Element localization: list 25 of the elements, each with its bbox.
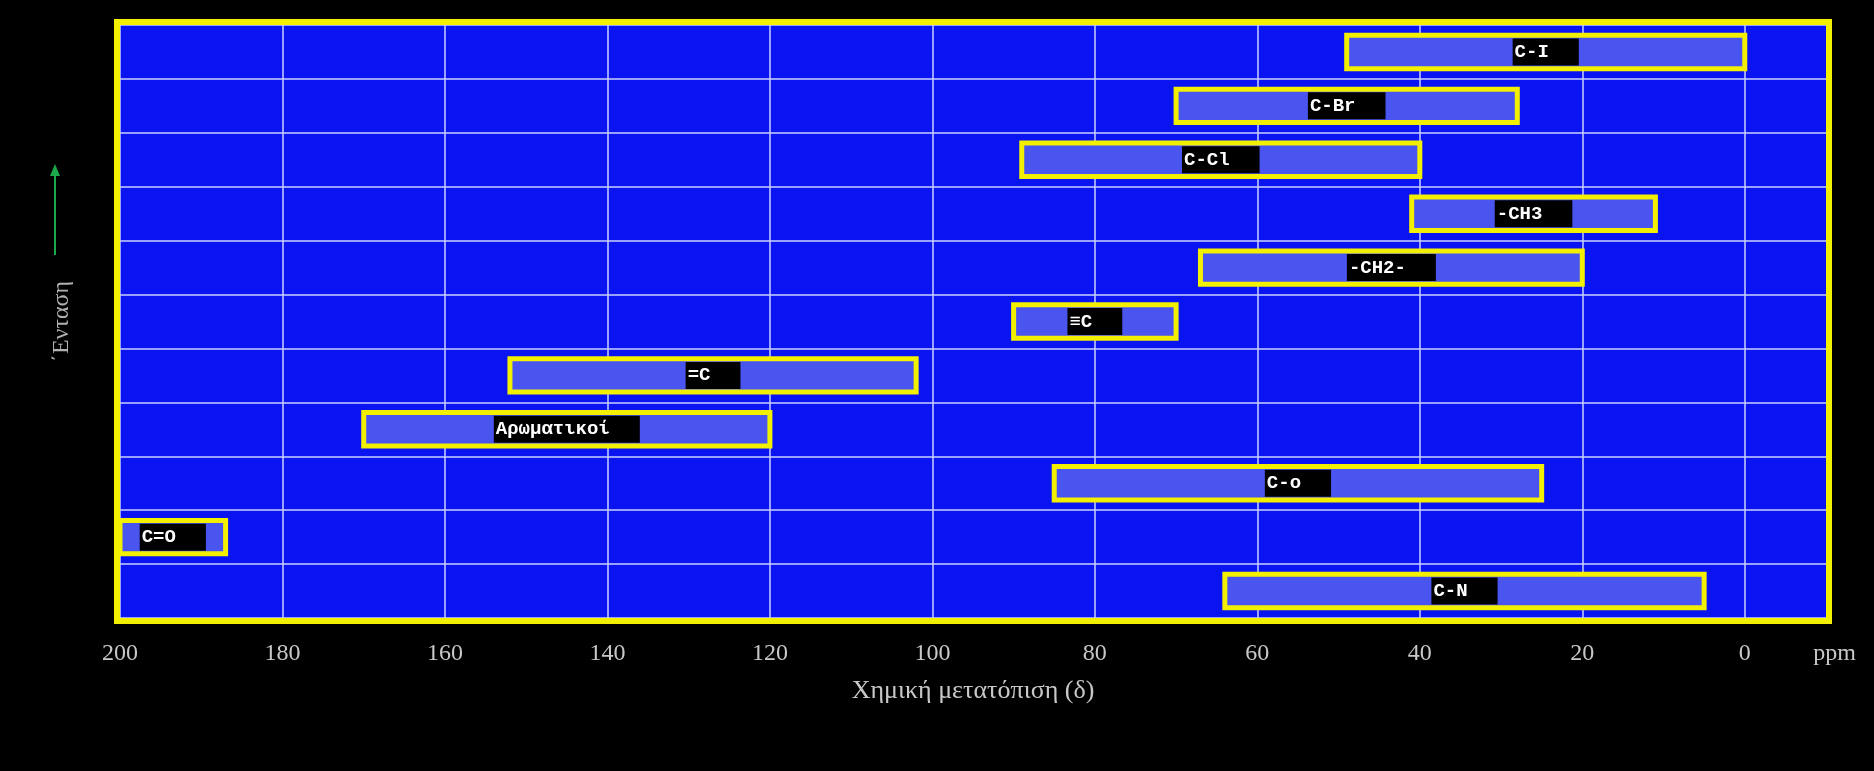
x-tick-label: 60	[1245, 639, 1270, 665]
y-tick-label: C-Cl	[1183, 148, 1230, 171]
x-tick-label: 160	[426, 639, 463, 665]
x-tick-label: 40	[1407, 639, 1432, 665]
y-tick-label: C-o	[1266, 472, 1302, 495]
y-tick-label: C=O	[141, 526, 176, 549]
y-axis-title: ΄Ενταση	[47, 280, 73, 363]
x-tick-label: 80	[1082, 639, 1107, 665]
x-tick-label: 200	[102, 639, 138, 665]
y-tick-label: -CH2-	[1348, 256, 1406, 279]
y-tick-label: C-I	[1514, 40, 1549, 63]
x-tick-label: 140	[589, 639, 626, 665]
y-tick-label: =C	[687, 364, 711, 387]
x-tick-label: 120	[751, 639, 788, 665]
y-tick-label: C-Br	[1309, 94, 1356, 117]
y-tick-label: ≡C	[1069, 310, 1093, 333]
x-tick-label: 100	[914, 639, 951, 665]
x-tick-label: 0	[1738, 639, 1751, 665]
y-tick-label: -CH3	[1496, 202, 1543, 225]
text: ppm	[1813, 639, 1857, 665]
x-tick-label: 180	[264, 639, 301, 665]
x-axis-title: Χημική μετατόπιση (δ)	[851, 674, 1095, 704]
x-tick-label: 20	[1570, 639, 1595, 665]
y-tick-label: Αρωματικοί	[495, 418, 610, 441]
y-tick-label: C-N	[1433, 580, 1468, 603]
